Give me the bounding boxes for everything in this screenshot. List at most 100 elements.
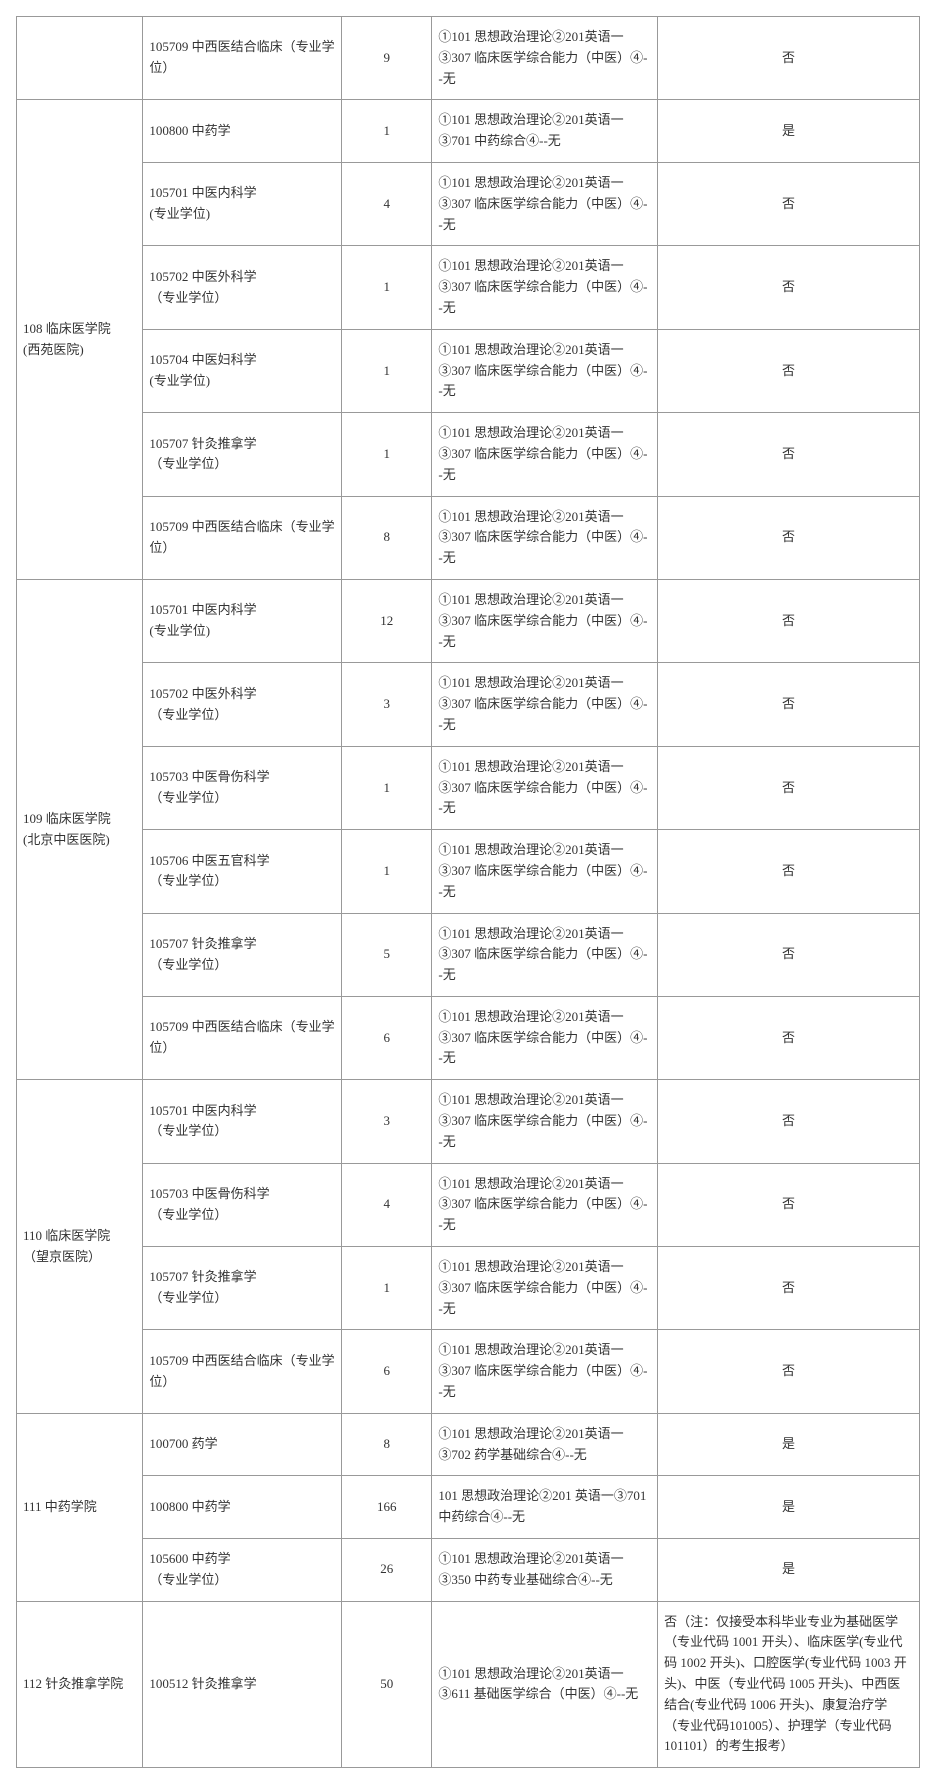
major-cell: 105701 中医内科学(专业学位) — [143, 162, 342, 245]
major-cell: 105709 中西医结合临床（专业学位） — [143, 496, 342, 579]
exam-cell: ①101 思想政治理论②201英语一③307 临床医学综合能力（中医）④--无 — [432, 913, 658, 996]
dept-cell: 110 临床医学院（望京医院） — [17, 1080, 143, 1414]
note-cell: 否 — [658, 746, 920, 829]
exam-cell: ①101 思想政治理论②201英语一③307 临床医学综合能力（中医）④--无 — [432, 162, 658, 245]
dept-cell: 112 针灸推拿学院 — [17, 1601, 143, 1768]
major-cell: 105704 中医妇科学(专业学位) — [143, 329, 342, 412]
major-cell: 100800 中药学 — [143, 100, 342, 163]
major-cell: 105707 针灸推拿学（专业学位） — [143, 413, 342, 496]
table-row: 105707 针灸推拿学（专业学位）5①101 思想政治理论②201英语一③30… — [17, 913, 920, 996]
major-cell: 105600 中药学（专业学位） — [143, 1539, 342, 1602]
num-cell: 1 — [342, 746, 432, 829]
major-cell: 105707 针灸推拿学（专业学位） — [143, 913, 342, 996]
exam-cell: ①101 思想政治理论②201英语一③307 临床医学综合能力（中医）④--无 — [432, 413, 658, 496]
major-cell: 105709 中西医结合临床（专业学位） — [143, 17, 342, 100]
num-cell: 3 — [342, 1080, 432, 1163]
exam-cell: 101 思想政治理论②201 英语一③701 中药综合④--无 — [432, 1476, 658, 1539]
major-cell: 105703 中医骨伤科学（专业学位） — [143, 746, 342, 829]
exam-cell: ①101 思想政治理论②201英语一③307 临床医学综合能力（中医）④--无 — [432, 996, 658, 1079]
table-row: 105600 中药学（专业学位）26①101 思想政治理论②201英语一③350… — [17, 1539, 920, 1602]
table-row: 111 中药学院100700 药学8①101 思想政治理论②201英语一③702… — [17, 1413, 920, 1476]
note-cell: 否 — [658, 413, 920, 496]
table-row: 100800 中药学166101 思想政治理论②201 英语一③701 中药综合… — [17, 1476, 920, 1539]
table-row: 105704 中医妇科学(专业学位)1①101 思想政治理论②201英语一③30… — [17, 329, 920, 412]
num-cell: 1 — [342, 246, 432, 329]
major-cell: 100800 中药学 — [143, 1476, 342, 1539]
num-cell: 6 — [342, 1330, 432, 1413]
table-row: 105702 中医外科学（专业学位）1①101 思想政治理论②201英语一③30… — [17, 246, 920, 329]
num-cell: 26 — [342, 1539, 432, 1602]
table-row: 105703 中医骨伤科学（专业学位）1①101 思想政治理论②201英语一③3… — [17, 746, 920, 829]
note-cell: 是 — [658, 1476, 920, 1539]
exam-cell: ①101 思想政治理论②201英语一③350 中药专业基础综合④--无 — [432, 1539, 658, 1602]
major-cell: 100512 针灸推拿学 — [143, 1601, 342, 1768]
major-cell: 105702 中医外科学（专业学位） — [143, 246, 342, 329]
exam-cell: ①101 思想政治理论②201英语一③307 临床医学综合能力（中医）④--无 — [432, 746, 658, 829]
exam-cell: ①101 思想政治理论②201英语一③307 临床医学综合能力（中医）④--无 — [432, 663, 658, 746]
note-cell: 否 — [658, 830, 920, 913]
num-cell: 8 — [342, 1413, 432, 1476]
note-cell: 否 — [658, 1080, 920, 1163]
num-cell: 6 — [342, 996, 432, 1079]
note-cell: 否（注：仅接受本科毕业专业为基础医学（专业代码 1001 开头）、临床医学(专业… — [658, 1601, 920, 1768]
num-cell: 1 — [342, 413, 432, 496]
major-cell: 105702 中医外科学（专业学位） — [143, 663, 342, 746]
num-cell: 1 — [342, 830, 432, 913]
note-cell: 否 — [658, 329, 920, 412]
note-cell: 否 — [658, 496, 920, 579]
admissions-table: 105709 中西医结合临床（专业学位）9①101 思想政治理论②201英语一③… — [16, 16, 920, 1768]
note-cell: 是 — [658, 100, 920, 163]
note-cell: 否 — [658, 579, 920, 662]
exam-cell: ①101 思想政治理论②201英语一③307 临床医学综合能力（中医）④--无 — [432, 17, 658, 100]
note-cell: 否 — [658, 1163, 920, 1246]
num-cell: 166 — [342, 1476, 432, 1539]
note-cell: 是 — [658, 1413, 920, 1476]
num-cell: 1 — [342, 329, 432, 412]
note-cell: 否 — [658, 1247, 920, 1330]
table-row: 105709 中西医结合临床（专业学位）6①101 思想政治理论②201英语一③… — [17, 996, 920, 1079]
dept-cell: 109 临床医学院(北京中医医院) — [17, 579, 143, 1079]
num-cell: 3 — [342, 663, 432, 746]
note-cell: 否 — [658, 162, 920, 245]
exam-cell: ①101 思想政治理论②201英语一③307 临床医学综合能力（中医）④--无 — [432, 246, 658, 329]
major-cell: 105709 中西医结合临床（专业学位） — [143, 1330, 342, 1413]
table-row: 105701 中医内科学(专业学位)4①101 思想政治理论②201英语一③30… — [17, 162, 920, 245]
exam-cell: ①101 思想政治理论②201英语一③702 药学基础综合④--无 — [432, 1413, 658, 1476]
note-cell: 是 — [658, 1539, 920, 1602]
major-cell: 100700 药学 — [143, 1413, 342, 1476]
exam-cell: ①101 思想政治理论②201英语一③307 临床医学综合能力（中医）④--无 — [432, 1247, 658, 1330]
table-row: 108 临床医学院(西苑医院)100800 中药学1①101 思想政治理论②20… — [17, 100, 920, 163]
table-row: 105709 中西医结合临床（专业学位）8①101 思想政治理论②201英语一③… — [17, 496, 920, 579]
major-cell: 105701 中医内科学(专业学位) — [143, 579, 342, 662]
table-row: 105703 中医骨伤科学（专业学位）4①101 思想政治理论②201英语一③3… — [17, 1163, 920, 1246]
exam-cell: ①101 思想政治理论②201英语一③307 临床医学综合能力（中医）④--无 — [432, 830, 658, 913]
dept-cell — [17, 17, 143, 100]
exam-cell: ①101 思想政治理论②201英语一③307 临床医学综合能力（中医）④--无 — [432, 1163, 658, 1246]
num-cell: 4 — [342, 1163, 432, 1246]
num-cell: 1 — [342, 100, 432, 163]
num-cell: 1 — [342, 1247, 432, 1330]
major-cell: 105707 针灸推拿学（专业学位） — [143, 1247, 342, 1330]
exam-cell: ①101 思想政治理论②201英语一③307 临床医学综合能力（中医）④--无 — [432, 496, 658, 579]
num-cell: 4 — [342, 162, 432, 245]
table-row: 112 针灸推拿学院100512 针灸推拿学50①101 思想政治理论②201英… — [17, 1601, 920, 1768]
num-cell: 9 — [342, 17, 432, 100]
dept-cell: 111 中药学院 — [17, 1413, 143, 1601]
note-cell: 否 — [658, 246, 920, 329]
num-cell: 8 — [342, 496, 432, 579]
table-row: 105706 中医五官科学（专业学位）1①101 思想政治理论②201英语一③3… — [17, 830, 920, 913]
exam-cell: ①101 思想政治理论②201英语一③307 临床医学综合能力（中医）④--无 — [432, 1080, 658, 1163]
table-row: 110 临床医学院（望京医院）105701 中医内科学（专业学位）3①101 思… — [17, 1080, 920, 1163]
note-cell: 否 — [658, 1330, 920, 1413]
exam-cell: ①101 思想政治理论②201英语一③307 临床医学综合能力（中医）④--无 — [432, 329, 658, 412]
num-cell: 12 — [342, 579, 432, 662]
major-cell: 105706 中医五官科学（专业学位） — [143, 830, 342, 913]
note-cell: 否 — [658, 663, 920, 746]
num-cell: 50 — [342, 1601, 432, 1768]
table-row: 105707 针灸推拿学（专业学位）1①101 思想政治理论②201英语一③30… — [17, 413, 920, 496]
major-cell: 105701 中医内科学（专业学位） — [143, 1080, 342, 1163]
table-row: 105707 针灸推拿学（专业学位）1①101 思想政治理论②201英语一③30… — [17, 1247, 920, 1330]
table-row: 105709 中西医结合临床（专业学位）6①101 思想政治理论②201英语一③… — [17, 1330, 920, 1413]
note-cell: 否 — [658, 913, 920, 996]
major-cell: 105703 中医骨伤科学（专业学位） — [143, 1163, 342, 1246]
